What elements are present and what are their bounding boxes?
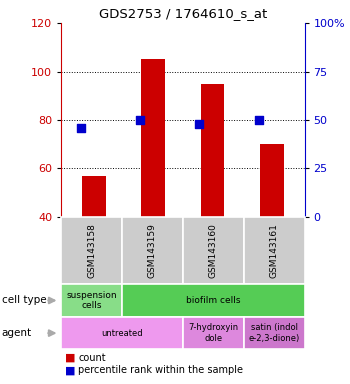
Text: GSM143158: GSM143158 bbox=[87, 223, 96, 278]
Text: untreated: untreated bbox=[101, 329, 143, 338]
Text: cell type: cell type bbox=[2, 295, 46, 306]
Text: GSM143161: GSM143161 bbox=[270, 223, 279, 278]
Point bbox=[78, 125, 84, 131]
Text: agent: agent bbox=[2, 328, 32, 338]
Text: biofilm cells: biofilm cells bbox=[186, 296, 240, 305]
Text: percentile rank within the sample: percentile rank within the sample bbox=[78, 365, 243, 375]
Text: ■: ■ bbox=[65, 353, 75, 363]
Point bbox=[256, 117, 261, 123]
Bar bbox=[82, 176, 106, 217]
Text: GSM143159: GSM143159 bbox=[148, 223, 157, 278]
Text: count: count bbox=[78, 353, 106, 363]
Title: GDS2753 / 1764610_s_at: GDS2753 / 1764610_s_at bbox=[99, 7, 267, 20]
Text: satin (indol
e-2,3-dione): satin (indol e-2,3-dione) bbox=[248, 323, 300, 343]
Bar bbox=[141, 60, 165, 217]
Point bbox=[197, 121, 202, 127]
Text: GSM143160: GSM143160 bbox=[209, 223, 218, 278]
Text: 7-hydroxyin
dole: 7-hydroxyin dole bbox=[188, 323, 238, 343]
Text: suspension
cells: suspension cells bbox=[66, 291, 117, 310]
Bar bbox=[260, 144, 284, 217]
Text: ■: ■ bbox=[65, 365, 75, 375]
Point bbox=[137, 117, 143, 123]
Bar bbox=[201, 84, 224, 217]
